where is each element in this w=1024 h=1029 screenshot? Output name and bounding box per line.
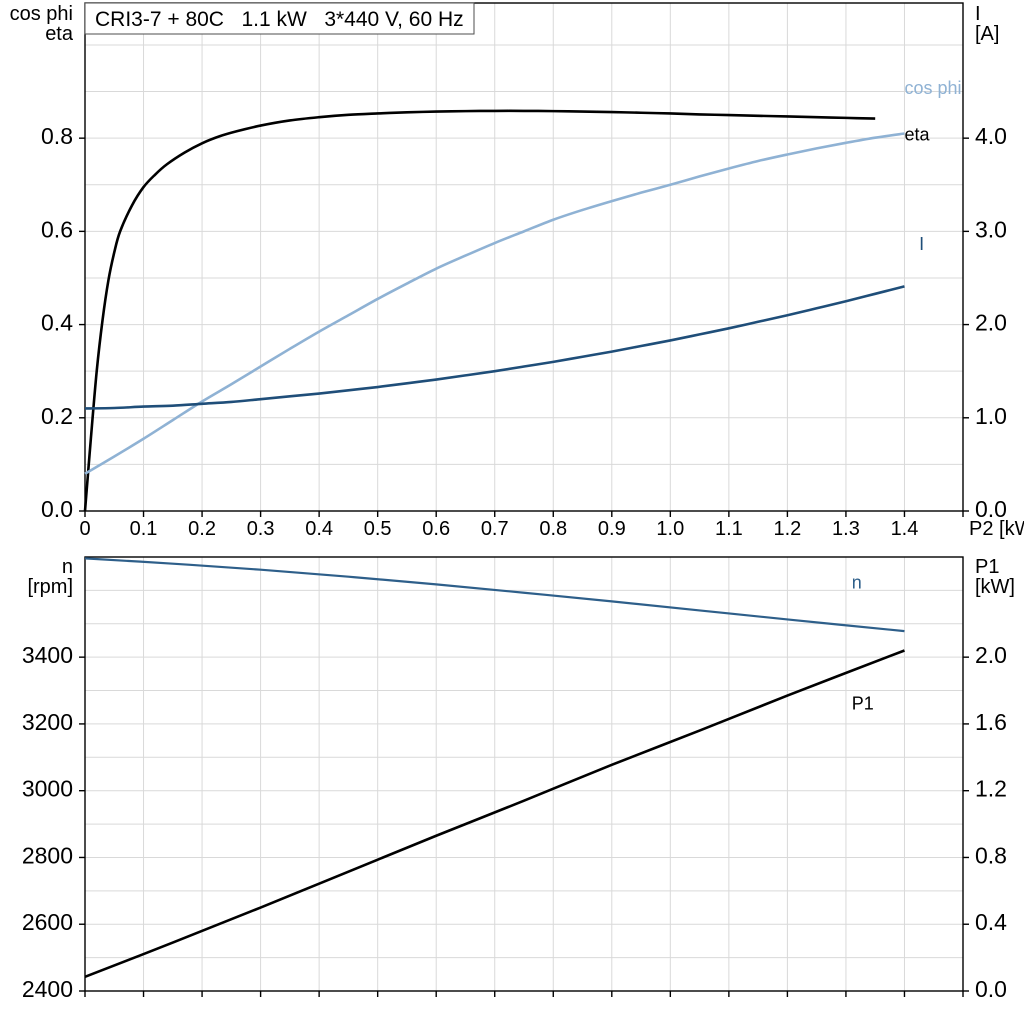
svg-text:0.2: 0.2 — [188, 518, 216, 540]
svg-text:0.4: 0.4 — [305, 518, 333, 540]
svg-text:cos phi: cos phi — [10, 3, 73, 25]
svg-text:0.8: 0.8 — [41, 123, 73, 149]
svg-text:0.8: 0.8 — [975, 842, 1007, 868]
svg-text:[A]: [A] — [975, 23, 999, 45]
svg-text:n: n — [62, 556, 73, 578]
svg-text:cos phi: cos phi — [904, 78, 961, 98]
svg-text:3.0: 3.0 — [975, 216, 1007, 242]
svg-text:1.4: 1.4 — [891, 518, 919, 540]
svg-text:0.4: 0.4 — [975, 909, 1007, 935]
svg-text:n: n — [852, 573, 862, 593]
svg-text:CRI3-7 + 80C 1.1 kW 3*440: CRI3-7 + 80C 1.1 kW 3*440 V, 60 Hz — [95, 8, 464, 31]
svg-text:[kW]: [kW] — [975, 576, 1015, 598]
svg-text:0.0: 0.0 — [975, 496, 1007, 522]
svg-text:0.0: 0.0 — [41, 496, 73, 522]
svg-text:eta: eta — [45, 23, 74, 45]
svg-text:0: 0 — [79, 518, 90, 540]
svg-text:0.1: 0.1 — [130, 518, 158, 540]
svg-text:P1: P1 — [975, 556, 999, 578]
svg-text:1.0: 1.0 — [656, 518, 684, 540]
svg-text:[rpm]: [rpm] — [27, 576, 73, 598]
svg-text:2600: 2600 — [22, 909, 73, 935]
svg-text:0.8: 0.8 — [539, 518, 567, 540]
svg-text:1.3: 1.3 — [832, 518, 860, 540]
svg-text:1.2: 1.2 — [975, 776, 1007, 802]
svg-text:0.6: 0.6 — [41, 216, 73, 242]
svg-text:I: I — [975, 3, 981, 25]
svg-text:1.1: 1.1 — [715, 518, 743, 540]
svg-text:2.0: 2.0 — [975, 642, 1007, 668]
svg-text:3000: 3000 — [22, 776, 73, 802]
svg-text:3400: 3400 — [22, 642, 73, 668]
svg-text:3200: 3200 — [22, 709, 73, 735]
svg-text:0.3: 0.3 — [247, 518, 275, 540]
svg-text:2400: 2400 — [22, 976, 73, 1002]
svg-text:0.0: 0.0 — [975, 976, 1007, 1002]
svg-text:I: I — [919, 234, 924, 254]
svg-text:2.0: 2.0 — [975, 310, 1007, 336]
svg-text:1.0: 1.0 — [975, 403, 1007, 429]
svg-text:4.0: 4.0 — [975, 123, 1007, 149]
svg-text:0.2: 0.2 — [41, 403, 73, 429]
svg-text:2800: 2800 — [22, 842, 73, 868]
svg-text:0.4: 0.4 — [41, 310, 73, 336]
svg-text:1.6: 1.6 — [975, 709, 1007, 735]
svg-text:0.6: 0.6 — [422, 518, 450, 540]
svg-text:0.5: 0.5 — [364, 518, 392, 540]
svg-text:0.9: 0.9 — [598, 518, 626, 540]
svg-text:P1: P1 — [852, 694, 874, 714]
svg-text:0.7: 0.7 — [481, 518, 509, 540]
svg-text:eta: eta — [904, 124, 930, 144]
svg-text:1.2: 1.2 — [773, 518, 801, 540]
